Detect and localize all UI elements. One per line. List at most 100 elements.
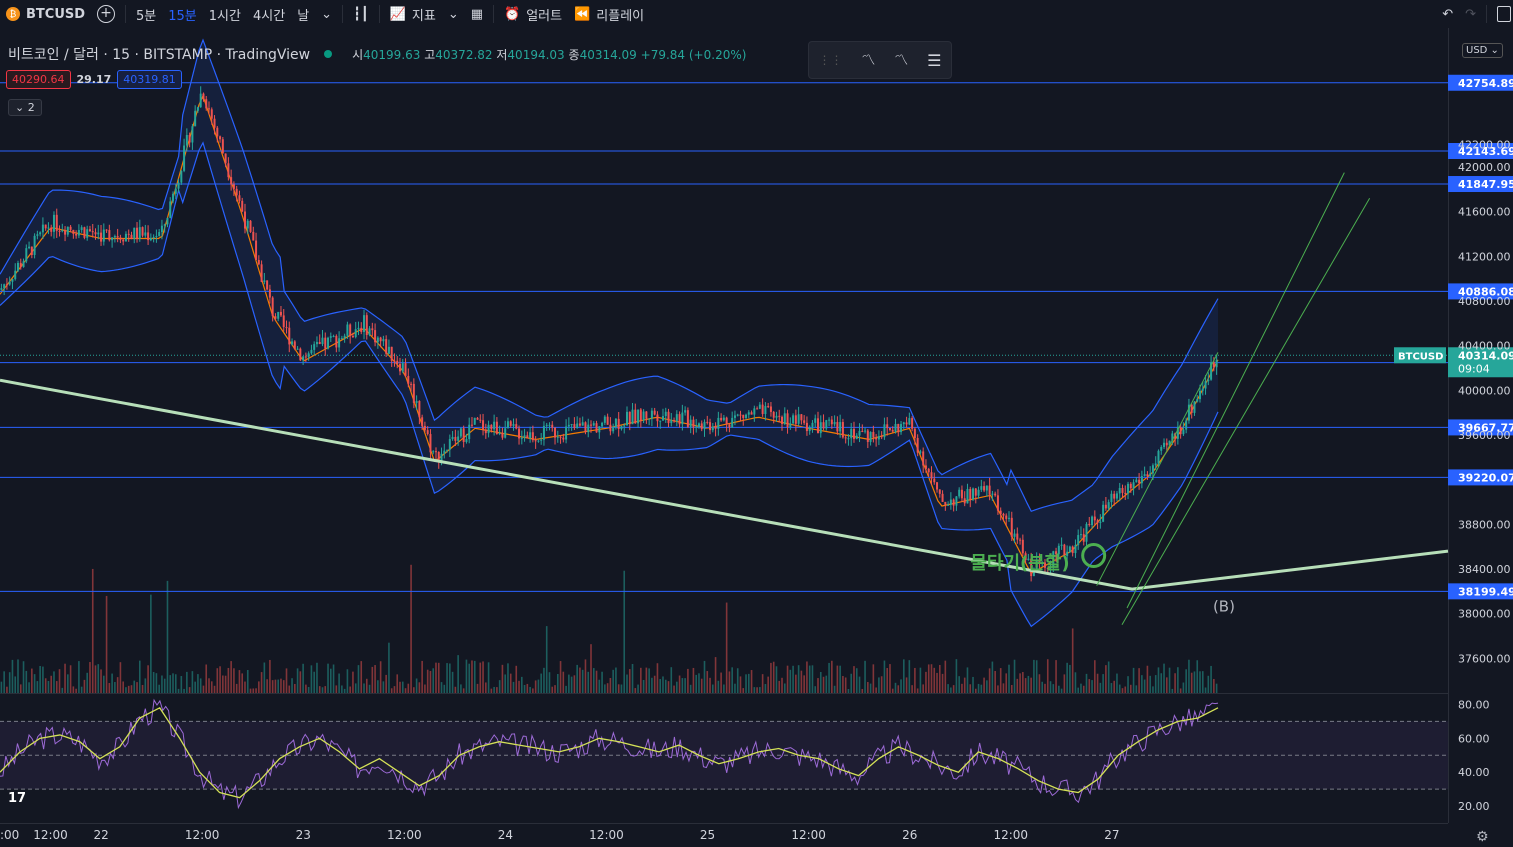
volume-bar: [252, 688, 255, 693]
candle-body: [930, 472, 933, 479]
candle-body: [448, 439, 451, 450]
timeframe-day[interactable]: 날: [297, 8, 310, 24]
volume-bar: [828, 662, 830, 693]
volume-bar: [1027, 675, 1030, 693]
replay-button[interactable]: ⏪ 리플레이: [568, 0, 650, 28]
candle-body: [803, 420, 806, 423]
volume-bar: [222, 675, 224, 693]
price-chart[interactable]: 42754.8942143.6941847.9540886.0840247.73…: [0, 28, 1513, 847]
candle-body: [1151, 465, 1154, 474]
drag-handle-icon[interactable]: ⋮⋮: [818, 53, 843, 67]
volume-bar: [778, 680, 781, 693]
square-icon: [1497, 6, 1511, 22]
chevron-down-icon: ⌄: [447, 6, 459, 22]
volume-bar: [653, 675, 656, 693]
volume-bar: [141, 684, 144, 693]
candle-body: [706, 421, 709, 423]
candle-body: [1016, 533, 1019, 540]
indicators-button[interactable]: 📈 지표: [384, 0, 442, 28]
volume-bar: [684, 678, 686, 693]
time-tick-label: 23: [296, 828, 311, 842]
tradingview-logo[interactable]: 17: [8, 791, 27, 806]
bid-price[interactable]: 40290.64: [6, 70, 71, 89]
candle-body: [523, 435, 526, 438]
undo-button[interactable]: ↶: [1436, 0, 1459, 28]
volume-bar: [454, 686, 457, 693]
candle-body: [83, 227, 86, 238]
candle-body: [459, 428, 462, 437]
candle-body: [44, 224, 47, 229]
candle-body: [913, 428, 916, 438]
candle-body: [595, 423, 598, 433]
candle-body: [947, 504, 950, 506]
volume-bar: [579, 667, 581, 693]
volume-bar: [440, 682, 443, 693]
timeframe-dropdown[interactable]: ⌄: [315, 0, 338, 28]
volume-bar: [609, 677, 612, 693]
volume-bar: [504, 674, 506, 693]
volume-bar: [329, 668, 332, 693]
candle-body: [440, 453, 443, 462]
wave-15-icon[interactable]: 〽: [861, 53, 876, 69]
ask-price[interactable]: 40319.81: [117, 70, 182, 89]
volume-bar: [396, 674, 399, 693]
wave-ac-icon[interactable]: 〽: [894, 53, 909, 69]
volume-bar: [1052, 684, 1055, 693]
candle-body: [1055, 551, 1058, 555]
volume-bar: [570, 676, 573, 693]
candle-body: [617, 418, 620, 430]
layout-button[interactable]: ▦: [465, 0, 489, 28]
volume-bar: [1201, 671, 1204, 693]
candle-body: [205, 99, 208, 109]
volume-bar: [833, 685, 836, 693]
candle-body: [399, 363, 402, 372]
candle-body: [47, 227, 50, 229]
candle-body: [58, 230, 61, 232]
volume-bar: [1204, 687, 1207, 693]
timeframe-1h[interactable]: 1시간: [208, 8, 241, 24]
candle-body: [670, 420, 673, 424]
candle-body: [598, 426, 601, 433]
symbol-button[interactable]: ₿ BTCUSD: [0, 0, 91, 28]
volume-bar: [482, 661, 484, 693]
timeframe-15m[interactable]: 15분: [168, 8, 197, 24]
volume-bar: [341, 685, 343, 693]
chart-type-button[interactable]: ┇┃: [347, 0, 375, 28]
volume-bar: [1213, 678, 1215, 693]
add-symbol-button[interactable]: +: [91, 0, 121, 28]
candle-body: [277, 311, 280, 319]
volume-bar: [1207, 675, 1210, 693]
currency-selector[interactable]: USD ⌄: [1462, 43, 1503, 58]
price-tick-label: 39600.00: [1458, 429, 1511, 442]
menu-lines-icon[interactable]: ☰: [927, 50, 942, 70]
top-toolbar: ₿ BTCUSD + 5분 15분 1시간 4시간 날 ⌄ ┇┃ 📈 지표 ⌄ …: [0, 0, 1513, 29]
volume-bar: [244, 681, 246, 693]
volume-bar: [1094, 660, 1096, 693]
indicator-toggle[interactable]: ⌄ 2: [8, 99, 42, 116]
candle-body: [1057, 545, 1060, 555]
candle-body: [122, 239, 125, 242]
candle-body: [462, 428, 465, 442]
candle-body: [836, 422, 839, 432]
candle-body: [789, 423, 792, 428]
time-tick-label: 12:00: [387, 828, 422, 842]
candle-body: [747, 412, 750, 415]
volume-bar: [991, 661, 994, 693]
candle-body: [570, 424, 573, 426]
fullscreen-button[interactable]: [1491, 0, 1513, 28]
timeframe-4h[interactable]: 4시간: [252, 8, 286, 24]
symbol-title[interactable]: 비트코인 / 달러 · 15 · BITSTAMP · TradingView: [8, 47, 311, 63]
volume-bar: [374, 665, 376, 693]
timeframe-5m[interactable]: 5분: [136, 8, 157, 24]
volume-bar: [271, 680, 274, 693]
candle-body: [764, 406, 767, 415]
redo-button[interactable]: ↷: [1459, 0, 1482, 28]
alert-button[interactable]: ⏰ 얼러트: [498, 0, 568, 28]
candle-body: [213, 118, 216, 128]
volume-bar: [576, 664, 578, 693]
volume-bar: [1185, 669, 1187, 693]
volume-bar: [772, 661, 775, 693]
indicators-dropdown[interactable]: ⌄: [442, 0, 465, 28]
horizontal-levels: 42754.8942143.6941847.9540886.0840247.73…: [0, 74, 1513, 600]
price-tick-label: 38400.00: [1458, 563, 1511, 576]
